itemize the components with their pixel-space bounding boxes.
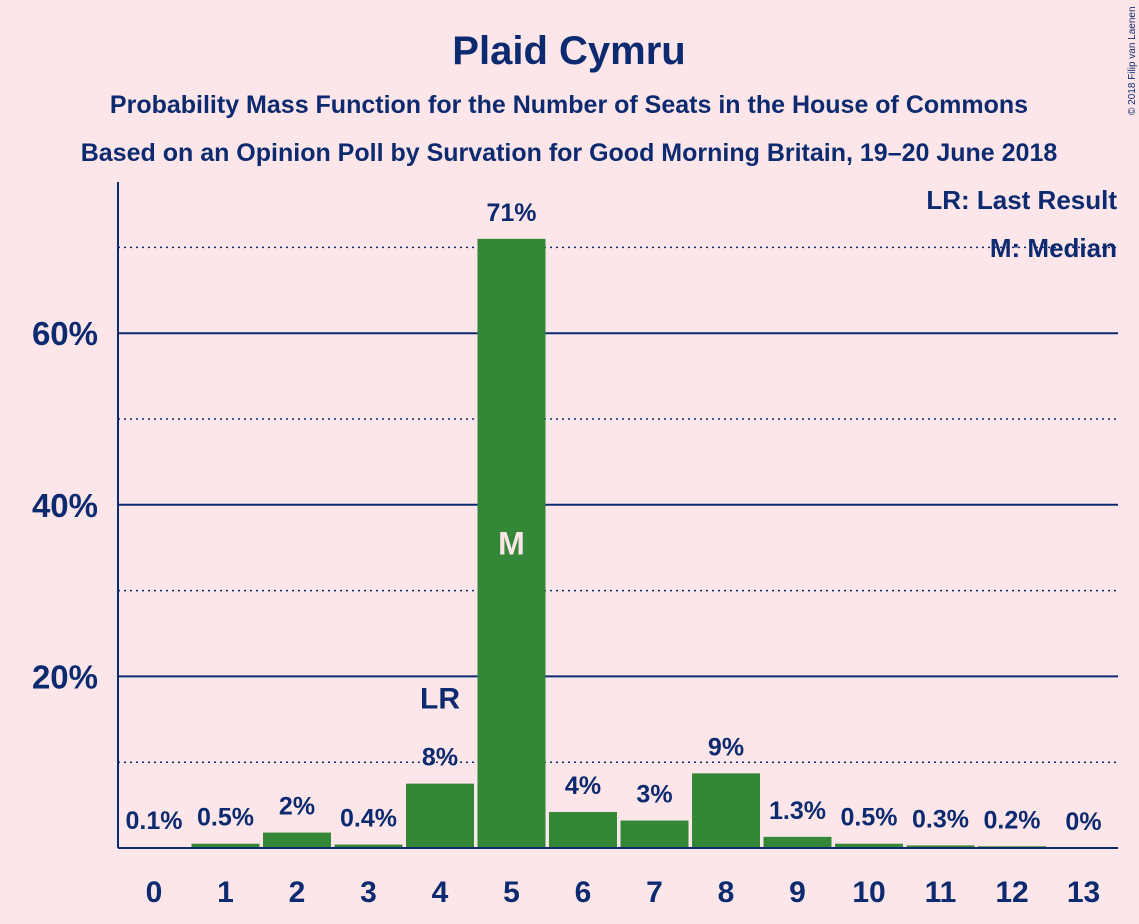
data-label-9: 1.3% [769,797,826,825]
gridlines: 20% 40% 60% [32,246,1118,763]
bar-10 [835,843,903,848]
data-label-1: 0.5% [197,804,254,832]
bar-2 [263,832,331,848]
chart-title: Plaid Cymru [452,29,685,73]
x-tick-label: 3 [360,876,377,909]
x-tick-label: 2 [289,876,306,909]
chart-subtitle-poll: Based on an Opinion Poll by Survation fo… [81,139,1058,167]
data-label-2: 2% [279,793,315,821]
data-label-5: 71% [486,199,536,227]
legend-median: M: Median [990,233,1117,263]
x-tick-label: 10 [852,876,885,909]
bars [120,238,1046,848]
bar-8 [692,773,760,848]
x-tick-label: 8 [718,876,735,909]
data-label-6: 4% [565,772,601,800]
data-label-8: 9% [708,733,744,761]
x-tick-label: 13 [1067,876,1100,909]
x-tick-label: 7 [646,876,663,909]
y-tick-label: 20% [32,658,98,695]
bar-6 [549,811,617,848]
last-result-marker: LR [420,683,460,716]
data-label-12: 0.2% [984,806,1041,834]
data-label-0: 0.1% [126,807,183,835]
data-label-7: 3% [636,781,672,809]
bar-9 [763,836,832,848]
legend-last-result: LR: Last Result [926,185,1117,215]
x-tick-label: 4 [432,876,449,909]
data-labels: 0.1% 0 0.5% 1 2% 2 0.4% 3 8% 4 71% 5 4% 6 3% 7 9% 8 1.3% 9 0… [126,199,1102,909]
x-tick-label: 9 [789,876,806,909]
bar-3 [334,844,403,848]
x-tick-label: 12 [995,876,1028,909]
y-tick-label: 60% [32,315,98,352]
x-tick-label: 6 [575,876,592,909]
x-tick-label: 5 [503,876,520,909]
copyright-note: © 2018 Filip van Laenen [1127,6,1138,115]
data-label-10: 0.5% [841,804,898,832]
x-tick-label: 11 [925,876,957,909]
bar-1 [191,843,260,848]
bar-7 [620,820,689,848]
median-marker: M [498,525,525,561]
data-label-4: 8% [422,744,458,772]
data-label-11: 0.3% [912,805,969,833]
bar-4 [406,783,474,848]
axes [117,182,1118,849]
x-tick-label: 0 [146,876,163,909]
data-label-13: 0% [1065,808,1101,836]
chart-subtitle: Probability Mass Function for the Number… [110,91,1028,119]
bar-11 [906,845,975,848]
bar-5 [477,238,546,848]
y-tick-label: 40% [32,487,98,524]
data-label-3: 0.4% [340,805,397,833]
x-tick-label: 1 [217,876,234,909]
